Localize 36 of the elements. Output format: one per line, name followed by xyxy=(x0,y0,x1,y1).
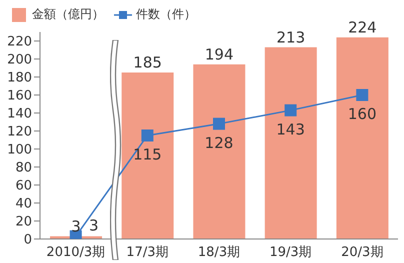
data-label: 3 xyxy=(71,217,81,236)
y-tick-label: 100 xyxy=(7,142,32,158)
data-label: 160 xyxy=(348,105,377,123)
x-tick-label: 20/3期 xyxy=(341,245,384,260)
legend-label: 件数（件） xyxy=(135,6,196,23)
x-tick-label: 18/3期 xyxy=(198,245,240,260)
point xyxy=(213,118,225,130)
point xyxy=(141,130,154,142)
y-tick-label: 80 xyxy=(15,160,32,176)
point xyxy=(284,104,297,116)
y-tick-label: 180 xyxy=(7,70,32,86)
x-tick-label: 19/3期 xyxy=(270,245,312,260)
legend-label: 金額（億円） xyxy=(31,6,104,23)
y-tick-label: 200 xyxy=(7,52,32,68)
data-label: 194 xyxy=(204,45,234,64)
bar xyxy=(264,47,317,239)
bar xyxy=(336,37,388,239)
data-label: 115 xyxy=(133,146,162,164)
y-tick-label: 0 xyxy=(24,232,32,248)
y-tick-label: 220 xyxy=(7,34,32,50)
data-label: 128 xyxy=(204,134,234,152)
x-tick-label: 2010/3期 xyxy=(46,245,106,260)
y-tick-label: 160 xyxy=(7,88,32,104)
y-tick-label: 140 xyxy=(7,106,32,122)
data-label: 224 xyxy=(348,18,377,36)
bar xyxy=(193,64,246,239)
point xyxy=(356,89,368,101)
y-tick-label: 40 xyxy=(15,196,32,212)
data-label: 143 xyxy=(276,120,305,138)
y-tick-label: 20 xyxy=(15,214,32,230)
data-label: 185 xyxy=(133,54,162,72)
data-label: 213 xyxy=(276,28,306,46)
y-tick-label: 120 xyxy=(7,124,32,140)
y-tick-label: 60 xyxy=(15,178,32,194)
x-tick-label: 17/3期 xyxy=(126,245,168,260)
data-label: 3 xyxy=(89,216,99,234)
